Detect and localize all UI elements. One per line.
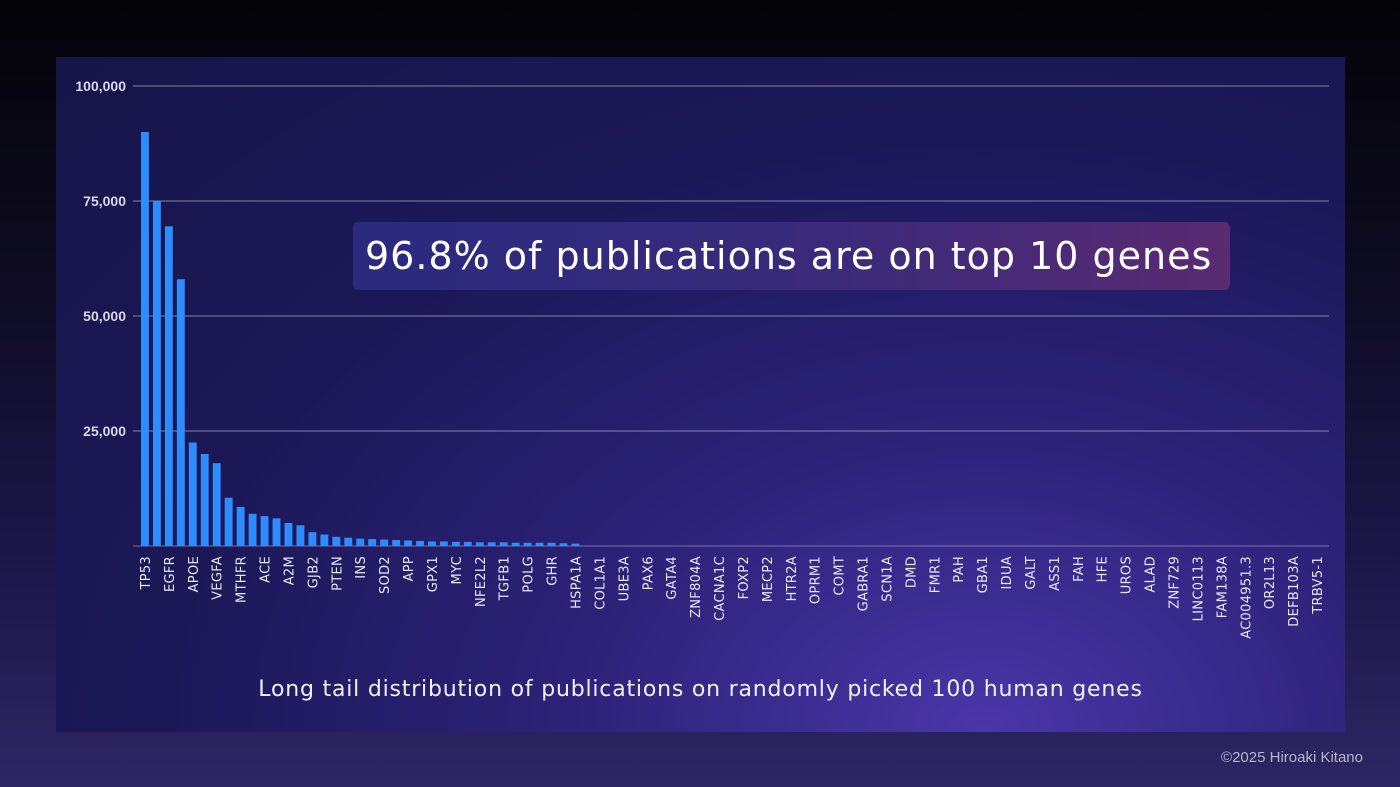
bar xyxy=(141,132,149,546)
x-tick-label: ZNF804A xyxy=(689,556,704,618)
bar xyxy=(176,279,185,546)
bar xyxy=(248,513,257,546)
bar xyxy=(272,518,281,546)
x-tick-label: IDUA xyxy=(1000,556,1015,589)
bar xyxy=(392,540,401,546)
x-tick-label: ALAD xyxy=(1144,556,1159,593)
x-tick-label: TRBV5-1 xyxy=(1311,556,1326,615)
bar xyxy=(499,542,508,546)
x-tick-label: CACNA1C xyxy=(713,556,728,621)
bar xyxy=(284,523,293,546)
bar xyxy=(308,532,317,546)
x-tick-label: DEFB103A xyxy=(1287,556,1302,627)
bar xyxy=(547,542,556,546)
x-tick-label: GJB2 xyxy=(306,556,321,588)
x-tick-label: ACE xyxy=(259,556,274,583)
y-tick-label: 75,000 xyxy=(83,193,126,209)
x-tick-label: MTHFR xyxy=(235,556,250,603)
bar xyxy=(451,541,460,546)
x-tick-label: APP xyxy=(402,556,417,581)
x-tick-label: FMR1 xyxy=(928,556,943,593)
x-tick-label: AC004951.3 xyxy=(1239,556,1254,639)
x-tick-label: HFE xyxy=(1096,556,1111,582)
bar xyxy=(463,541,472,546)
x-tick-label: UROS xyxy=(1120,556,1135,594)
bar xyxy=(571,543,580,546)
x-tick-label: ZNF729 xyxy=(1168,556,1183,609)
x-tick-label: OPRM1 xyxy=(809,556,824,604)
x-tick-label: COL1A1 xyxy=(593,556,608,610)
x-tick-label: PTEN xyxy=(330,556,345,591)
bar-chart: 25,000 50,000 75,000 100,000 TP53 EGFR APOE VEG… xyxy=(75,78,1329,639)
x-tick-label: TP53 xyxy=(139,556,154,591)
x-tick-label: DMD xyxy=(904,556,919,588)
x-tick-label: GABRA1 xyxy=(857,556,872,611)
x-tick-label: POLG xyxy=(522,556,537,593)
x-tick-label: PAH xyxy=(952,556,967,583)
y-tick-label: 100,000 xyxy=(75,78,126,94)
x-tick-label: GHR xyxy=(546,556,561,586)
bar xyxy=(200,454,209,546)
bar xyxy=(404,540,413,546)
x-tick-label: NFE2L2 xyxy=(474,556,489,607)
x-tick-label: SCN1A xyxy=(880,556,895,602)
callout-banner: 96.8% of publications are on top 10 gene… xyxy=(353,222,1230,290)
bar xyxy=(416,540,424,546)
bar xyxy=(152,201,161,546)
copyright-notice: ©2025 Hiroaki Kitano xyxy=(1221,749,1363,766)
x-tick-label: GATA4 xyxy=(665,556,680,600)
bar xyxy=(535,542,544,546)
chart-panel: 25,000 50,000 75,000 100,000 TP53 EGFR APOE VEG… xyxy=(56,57,1345,732)
bar xyxy=(559,543,568,546)
bar xyxy=(332,536,341,546)
bar xyxy=(368,539,377,546)
x-tick-label: FAM138A xyxy=(1215,556,1230,618)
x-tick-label: LINC0113 xyxy=(1191,556,1206,621)
chart-caption: Long tail distribution of publications o… xyxy=(258,677,1143,702)
bar xyxy=(296,525,305,546)
bar xyxy=(428,541,436,546)
bar xyxy=(320,534,329,546)
x-tick-label: OR2L13 xyxy=(1263,556,1278,609)
x-tick-label: FAH xyxy=(1072,556,1087,582)
x-tick-label: INS xyxy=(354,556,369,579)
x-tick-label: GPX1 xyxy=(426,556,441,592)
bar xyxy=(188,442,197,546)
x-tick-label: GBA1 xyxy=(976,556,991,593)
x-tick-label: TGFB1 xyxy=(498,556,513,601)
x-tick-label: MYC xyxy=(450,556,465,584)
x-tick-label: ASS1 xyxy=(1048,556,1063,591)
bar xyxy=(475,542,484,546)
bar xyxy=(511,542,520,546)
x-tick-label: HSPA1A xyxy=(570,556,585,609)
bar xyxy=(440,541,448,546)
bar xyxy=(164,226,173,547)
bar xyxy=(356,538,365,546)
bar xyxy=(236,506,245,546)
x-tick-label: SOD2 xyxy=(378,556,393,594)
x-tick-label: A2M xyxy=(282,556,297,585)
x-tick-label: MECP2 xyxy=(761,556,776,602)
x-tick-label: FOXP2 xyxy=(737,556,752,599)
x-tick-label: COMT xyxy=(833,556,848,596)
x-tick-label: HTR2A xyxy=(785,556,800,601)
bar xyxy=(224,497,233,546)
bar xyxy=(260,516,269,546)
bar xyxy=(212,463,221,546)
x-tick-label: UBE3A xyxy=(617,556,632,601)
x-tick-label: APOE xyxy=(187,556,202,592)
bar xyxy=(344,537,353,546)
y-tick-label: 25,000 xyxy=(83,423,126,439)
x-tick-label: GALT xyxy=(1024,556,1039,590)
bar xyxy=(523,542,532,546)
x-tick-label: EGFR xyxy=(163,556,178,592)
x-tick-label: PAX6 xyxy=(641,556,656,590)
bar xyxy=(380,539,389,546)
bar xyxy=(487,542,496,546)
x-tick-label: VEGFA xyxy=(211,556,226,600)
y-tick-label: 50,000 xyxy=(83,308,126,324)
